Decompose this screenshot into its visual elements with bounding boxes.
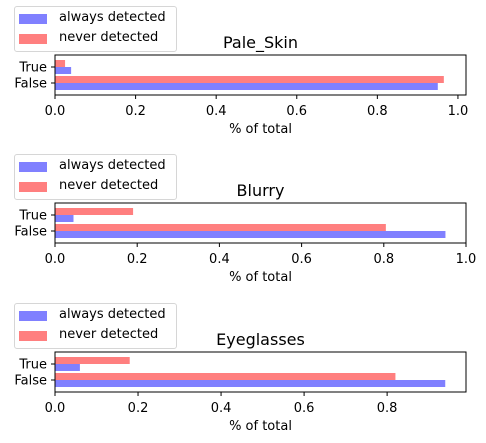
legend-label: never detected [59, 178, 159, 193]
x-tick-label: 1.0 [448, 104, 469, 119]
axes-frame [54, 202, 467, 244]
axes-frame [54, 351, 467, 393]
y-tick-label-false: False [14, 374, 47, 389]
x-tick-label: 0.8 [367, 104, 388, 119]
y-tick-label-false: False [14, 77, 47, 92]
x-axis-label: % of total [229, 419, 292, 434]
bar-always-true [55, 364, 80, 371]
legend-swatch [19, 14, 47, 24]
x-axis-label: % of total [229, 122, 292, 137]
legend-swatch [19, 182, 47, 192]
y-tick-label-false: False [14, 225, 47, 240]
x-tick-label: 0.4 [209, 252, 230, 267]
x-tick-label: 0.4 [206, 104, 227, 119]
x-tick-label: 0.6 [294, 401, 315, 416]
legend-label: never detected [59, 30, 159, 45]
bar-never-false [55, 76, 444, 83]
legend-swatch [19, 34, 47, 44]
x-tick-label: 0.0 [45, 104, 66, 119]
x-tick-label: 0.0 [45, 401, 66, 416]
chart-title: Pale_Skin [223, 33, 298, 53]
legend: always detected never detected [14, 154, 177, 200]
legend-swatch [19, 311, 47, 321]
legend-swatch [19, 162, 47, 172]
y-tick-label-true: True [18, 61, 47, 76]
x-tick-label: 1.0 [456, 252, 477, 267]
chart-title: Eyeglasses [216, 330, 305, 349]
axes-frame [54, 54, 467, 96]
legend-label: always detected [59, 158, 166, 173]
bar-always-true [55, 215, 74, 222]
bar-never-true [55, 208, 134, 215]
bar-always-false [55, 83, 438, 90]
x-tick-label: 0.6 [286, 104, 307, 119]
legend-label: never detected [59, 327, 159, 342]
chart-title: Blurry [237, 181, 285, 200]
legend: always detected never detected [14, 6, 177, 52]
legend-label: always detected [59, 10, 166, 25]
y-tick-label-true: True [18, 209, 47, 224]
legend-label: always detected [59, 307, 166, 322]
x-tick-label: 0.0 [45, 252, 66, 267]
bar-never-false [55, 224, 386, 231]
bar-always-false [55, 380, 446, 387]
x-tick-label: 0.2 [127, 252, 148, 267]
legend-swatch [19, 331, 47, 341]
bar-always-false [55, 231, 446, 238]
x-axis-label: % of total [229, 270, 292, 285]
y-tick-label-true: True [18, 358, 47, 373]
x-tick-label: 0.6 [291, 252, 312, 267]
x-tick-label: 0.8 [377, 401, 398, 416]
x-tick-label: 0.4 [211, 401, 232, 416]
x-tick-label: 0.8 [373, 252, 394, 267]
x-tick-label: 0.2 [128, 401, 149, 416]
bar-never-true [55, 60, 66, 67]
bar-never-false [55, 373, 396, 380]
bar-never-true [55, 357, 130, 364]
legend: always detected never detected [14, 303, 177, 349]
bar-always-true [55, 67, 72, 74]
x-tick-label: 0.2 [125, 104, 146, 119]
